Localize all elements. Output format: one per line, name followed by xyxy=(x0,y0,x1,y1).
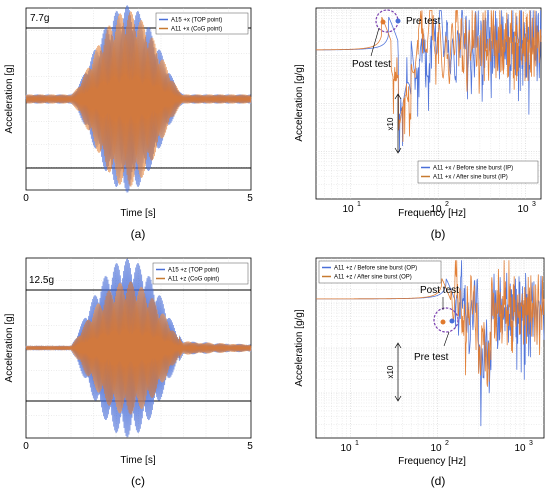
panel-a-caption: (a) xyxy=(131,227,146,241)
panel-d-legend-box xyxy=(318,260,442,284)
panel-d-series-2 xyxy=(316,260,545,387)
panel-b-legend-box xyxy=(417,160,539,184)
panel-b-xtick-10-exponent: 1 xyxy=(357,201,361,208)
panel-d-legend-entry-1: A11 +z / Before sine burst (OP) xyxy=(334,266,417,272)
panel-b-xtick-100-exponent: 2 xyxy=(445,201,449,208)
panel-c-xtick-5: 5 xyxy=(247,441,253,452)
panel-b-post-test-label: Post test xyxy=(352,59,391,70)
panel-d-xlabel: Frequency [Hz] xyxy=(398,456,466,467)
panel-b-grid xyxy=(316,8,541,199)
panel-c-xlabel: Time [s] xyxy=(120,455,155,466)
panel-b-caption: (b) xyxy=(431,227,446,241)
panel-c-amplitude-label: 12.5g xyxy=(29,275,54,286)
panel-d-caption: (d) xyxy=(431,474,446,488)
panel-c: 12.5g A15 +z (TOP point) A11 +z (CoG opi… xyxy=(4,257,253,488)
panel-d-xtick-1000-base: 10 xyxy=(514,443,526,454)
panel-d-xtick-1000: 10 3 xyxy=(514,440,533,454)
panel-b-xtick-1000: 10 3 xyxy=(517,201,536,215)
panel-c-caption: (c) xyxy=(131,474,145,488)
panel-d-x10-label: x10 xyxy=(386,365,395,378)
panel-a-amplitude-label: 7.7g xyxy=(30,13,49,24)
panel-d-x10-arrowhead-top xyxy=(394,342,402,349)
panel-d-pre-test-pointer xyxy=(443,331,450,347)
panel-a-waveform xyxy=(25,5,252,193)
panel-d: Post test Pre test x10 A11 +z / Before s… xyxy=(294,257,545,488)
panel-d-xtick-1000-exponent: 3 xyxy=(529,440,533,447)
panel-c-ylabel: Acceleration [g] xyxy=(4,313,15,382)
panel-c-waveform xyxy=(25,258,252,438)
panel-b-x10-arrowhead-bottom xyxy=(394,147,402,154)
panel-d-ylabel: Acceleration [g/g] xyxy=(294,309,305,386)
panel-b-xtick-1000-exponent: 3 xyxy=(532,201,536,208)
panel-d-legend: A11 +z / Before sine burst (OP) A11 +z /… xyxy=(318,260,442,284)
panel-b-xtick-100: 10 2 xyxy=(430,201,449,215)
panel-d-xtick-100: 10 2 xyxy=(430,440,449,454)
panel-a-xtick-0: 0 xyxy=(23,193,29,204)
panel-d-post-test-label: Post test xyxy=(420,285,459,296)
panel-a-legend-entry-2: A11 +x (CoG point) xyxy=(171,27,222,33)
panel-d-x10-arrowhead-bottom xyxy=(394,395,402,402)
panel-b-frf-curves xyxy=(316,9,542,152)
panel-b-x10-label: x10 xyxy=(386,117,395,130)
panel-b-legend-entry-2: A11 +x / After sine burst (IP) xyxy=(433,175,508,181)
panel-a-legend: A15 +x (TOP point) A11 +x (CoG point) xyxy=(155,12,249,35)
panel-a-ylabel: Acceleration [g] xyxy=(4,64,15,133)
panel-a-series-2 xyxy=(25,11,252,187)
panel-c-series-2 xyxy=(25,281,252,415)
panel-b-legend: A11 +x / Before sine burst (IP) A11 +x /… xyxy=(417,160,539,184)
panel-a-xlabel: Time [s] xyxy=(120,208,155,219)
panel-b-ylabel: Acceleration [g/g] xyxy=(294,64,305,141)
panel-b-series-2 xyxy=(316,9,542,142)
panel-c-legend-box xyxy=(152,262,249,285)
panel-a-legend-box xyxy=(155,12,249,35)
panel-c-legend-entry-1: A15 +z (TOP point) xyxy=(168,268,219,274)
panel-c-xtick-0: 0 xyxy=(23,441,29,452)
panel-a-legend-entry-1: A15 +x (TOP point) xyxy=(171,18,222,24)
panel-c-legend: A15 +z (TOP point) A11 +z (CoG opint) xyxy=(152,262,249,285)
panel-b-legend-entry-1: A11 +x / Before sine burst (IP) xyxy=(433,166,513,172)
panel-b-xtick-100-base: 10 xyxy=(430,204,442,215)
panel-b-pre-test-label: Pre test xyxy=(406,16,441,27)
panel-b-pre-marker xyxy=(395,18,401,24)
panel-b-xlabel: Frequency [Hz] xyxy=(398,208,466,219)
panel-c-legend-entry-2: A11 +z (CoG opint) xyxy=(168,277,219,283)
panel-d-frf-curves xyxy=(316,260,545,427)
panel-d-peak-circle xyxy=(433,307,459,333)
panel-d-pre-marker xyxy=(449,318,455,324)
panel-b-post-marker xyxy=(380,19,386,25)
panel-b-xtick-10-base: 10 xyxy=(342,204,354,215)
panel-d-xtick-10: 10 1 xyxy=(340,440,359,454)
panel-d-xtick-10-exponent: 1 xyxy=(355,440,359,447)
panel-a: 7.7g A15 +x (TOP point) A11 +x (CoG poin… xyxy=(4,5,253,241)
panel-b-x10-arrowhead-top xyxy=(394,93,402,100)
panel-b-post-test-pointer xyxy=(370,27,380,57)
panel-d-legend-entry-2: A11 +z / After sine burst (OP) xyxy=(334,275,412,281)
panel-b: Pre test Post test x10 A11 +x / Before s… xyxy=(294,7,542,241)
panel-d-pre-test-label: Pre test xyxy=(414,352,449,363)
panel-d-xtick-100-exponent: 2 xyxy=(445,440,449,447)
panel-d-xtick-10-base: 10 xyxy=(340,443,352,454)
panel-d-post-marker xyxy=(440,319,446,325)
panel-b-xtick-10: 10 1 xyxy=(342,201,361,215)
panel-b-xtick-1000-base: 10 xyxy=(517,204,529,215)
panel-a-xtick-5: 5 xyxy=(247,193,253,204)
panel-d-xtick-100-base: 10 xyxy=(430,443,442,454)
